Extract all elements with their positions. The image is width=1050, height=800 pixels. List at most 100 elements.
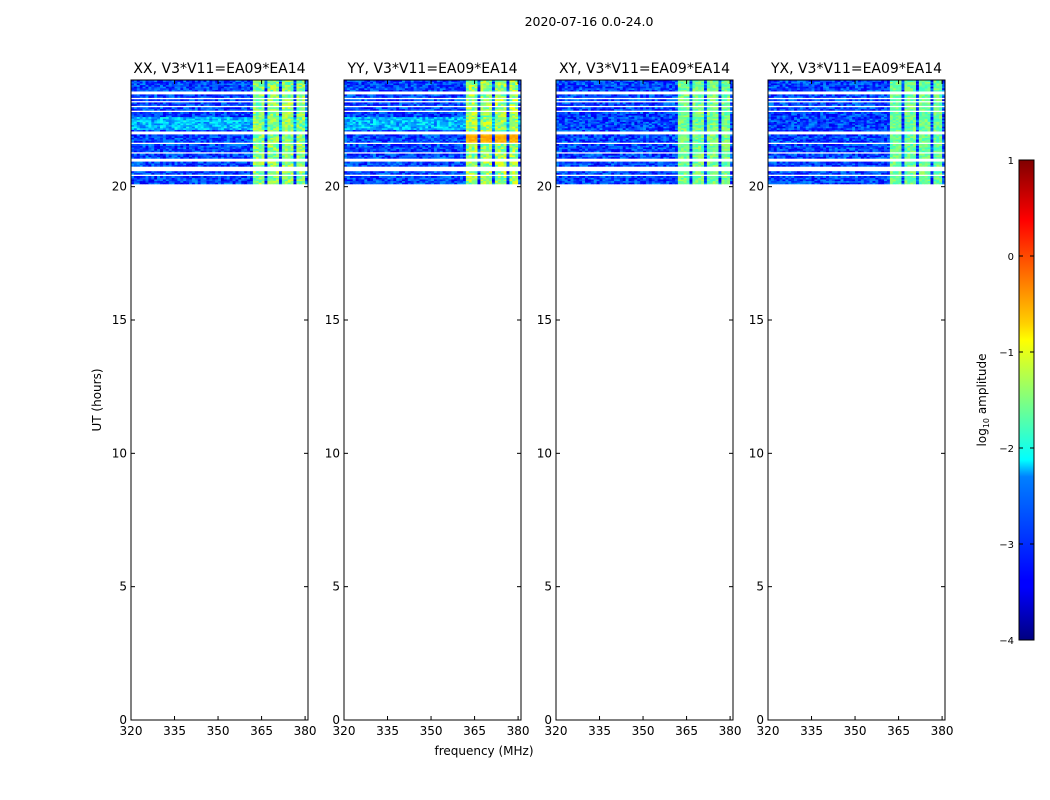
heatmap-cell (355, 136, 359, 138)
heatmap-cell (387, 148, 391, 151)
heatmap-cell (180, 148, 184, 151)
heatmap-cell (474, 139, 478, 142)
heatmap-cell (218, 116, 222, 119)
heatmap-cell (258, 177, 262, 180)
heatmap-cell (293, 144, 297, 146)
heatmap-cell (302, 164, 306, 167)
heatmap-cell (276, 108, 280, 111)
heatmap-cell (378, 144, 383, 146)
heatmap-cell (287, 145, 291, 148)
heatmap-cell (165, 118, 170, 121)
y-tick-label: 15 (112, 313, 127, 327)
heatmap-cell (186, 120, 190, 122)
heatmap-cell (162, 120, 167, 122)
heatmap-cell (252, 124, 257, 127)
heatmap-cell (404, 153, 409, 156)
heatmap-cell (174, 80, 178, 82)
heatmap-cell (278, 113, 283, 116)
heatmap-cell (358, 129, 362, 132)
heatmap-cell (448, 124, 452, 127)
heatmap-cell (244, 176, 248, 178)
heatmap-cell (468, 177, 472, 180)
heatmap-cell (160, 137, 164, 140)
heatmap-cell (145, 150, 149, 153)
heatmap-cell (299, 161, 303, 164)
heatmap-cell (157, 182, 161, 185)
heatmap-cell (162, 88, 167, 90)
heatmap-cell (407, 120, 412, 122)
heatmap-cell (264, 156, 268, 159)
heatmap-cell (399, 180, 403, 183)
heatmap-cell (229, 136, 233, 138)
heatmap-cell (270, 180, 274, 183)
heatmap-cell (215, 120, 219, 122)
heatmap-cell (302, 108, 306, 111)
heatmap-cell (384, 129, 388, 132)
heatmap-cell (244, 94, 248, 97)
heatmap-cell (131, 145, 135, 148)
heatmap-cell (349, 148, 353, 151)
heatmap-cell (203, 164, 207, 167)
heatmap-cell (500, 156, 504, 159)
heatmap-cell (249, 112, 254, 114)
heatmap-cell (474, 179, 478, 182)
heatmap-cell (197, 164, 201, 167)
heatmap-cell (431, 164, 435, 167)
heatmap-cell (197, 112, 201, 114)
heatmap-cell (267, 118, 271, 121)
heatmap-cell (215, 182, 219, 185)
heatmap-cell (264, 81, 268, 84)
heatmap-cell (518, 161, 522, 164)
heatmap-cell (249, 177, 254, 180)
heatmap-cell (165, 94, 170, 97)
heatmap-cell (284, 145, 288, 148)
heatmap-cell (489, 153, 493, 156)
heatmap-cell (402, 118, 406, 121)
heatmap-cell (232, 155, 236, 158)
heatmap-cell (355, 163, 359, 166)
heatmap-cell (515, 129, 519, 132)
heatmap-cell (515, 150, 519, 153)
heatmap-cell (302, 80, 306, 82)
heatmap-cell (349, 177, 353, 180)
heatmap-cell (270, 128, 274, 130)
heatmap-cell (364, 164, 368, 167)
heatmap-cell (416, 148, 420, 151)
heatmap-cell (290, 128, 294, 130)
heatmap-cell (431, 161, 435, 164)
heatmap-cell (215, 104, 219, 106)
heatmap-cell (358, 176, 362, 178)
heatmap-cell (232, 81, 236, 84)
heatmap-cell (393, 171, 397, 174)
heatmap-cell (512, 153, 516, 156)
heatmap-cell (506, 129, 510, 132)
heatmap-cell (200, 121, 204, 124)
heatmap-cell (451, 180, 455, 183)
heatmap-cell (384, 145, 388, 148)
heatmap-cell (252, 177, 257, 180)
heatmap-cell (238, 120, 242, 122)
heatmap-cell (278, 102, 283, 105)
heatmap-cell (171, 182, 175, 185)
heatmap-cell (191, 145, 196, 148)
heatmap-cell (451, 179, 455, 182)
heatmap-cell (284, 88, 288, 90)
heatmap-cell (468, 123, 472, 126)
heatmap-cell (457, 171, 461, 174)
heatmap-cell (439, 136, 443, 138)
heatmap-cell (483, 120, 487, 122)
heatmap-cell (393, 129, 397, 132)
heatmap-cell (197, 121, 201, 124)
heatmap-cell (276, 121, 280, 124)
heatmap-cell (162, 180, 167, 183)
heatmap-cell (145, 80, 149, 82)
heatmap-cell (136, 108, 140, 111)
heatmap-cell (381, 180, 385, 183)
heatmap-cell (396, 153, 400, 156)
heatmap-cell (428, 124, 432, 127)
heatmap-cell (399, 164, 403, 167)
heatmap-cell (273, 182, 277, 185)
heatmap-cell (477, 145, 481, 148)
heatmap-cell (361, 139, 365, 142)
heatmap-cell (264, 176, 268, 178)
